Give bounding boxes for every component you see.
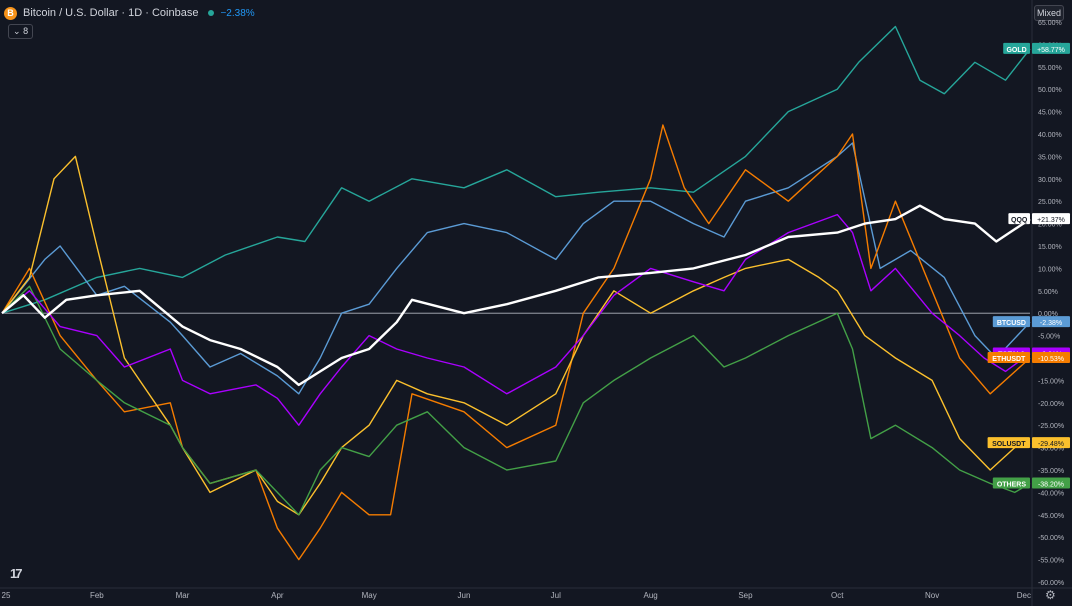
end-label-others: OTHERS -38.20% xyxy=(992,477,1070,489)
y-tick-label: 40.00% xyxy=(1038,132,1062,139)
series-name-label: ETHUSDT xyxy=(992,356,1026,363)
market-status-dot xyxy=(208,10,215,16)
symbol-change: −2.38% xyxy=(220,7,255,19)
series-name-tag xyxy=(992,477,1030,489)
series-name-tag xyxy=(992,316,1030,328)
x-tick-label: May xyxy=(362,591,377,600)
y-tick-label: 45.00% xyxy=(1038,110,1062,117)
end-label-gold: GOLD +58.77% xyxy=(1003,42,1070,54)
y-tick-label: -30.00% xyxy=(1038,446,1064,453)
y-tick-label: -50.00% xyxy=(1038,535,1064,542)
y-tick-label: -20.00% xyxy=(1038,401,1064,408)
series-line-solusdt xyxy=(1,155,1031,516)
x-tick-label: Sep xyxy=(738,591,753,600)
series-value-tag xyxy=(1032,477,1070,489)
scale-mode-label: Mixed xyxy=(1036,8,1061,18)
x-tick-label: Mar xyxy=(176,591,190,600)
indicators-count: 8 xyxy=(23,26,29,36)
x-tick-label: Dec xyxy=(1017,591,1031,600)
end-label-qqq: QQQ +21.37% xyxy=(1008,213,1070,225)
series-value-tag xyxy=(1032,213,1070,225)
series-value-tag xyxy=(1032,437,1070,449)
y-tick-label: 5.00% xyxy=(1038,289,1058,296)
series-name-tag xyxy=(1003,42,1030,54)
y-tick-label: -60.00% xyxy=(1038,580,1064,587)
series-name-label: OTHERS xyxy=(997,481,1027,488)
chart-header[interactable]: B Bitcoin / U.S. Dollar · 1D · Coinbase … xyxy=(4,4,255,22)
y-tick-label: 55.00% xyxy=(1038,65,1062,72)
series-value-tag xyxy=(1032,352,1070,363)
scale-mode-button[interactable]: Mixed xyxy=(1034,5,1064,21)
y-tick-label: -25.00% xyxy=(1038,423,1064,430)
y-tick-label: -45.00% xyxy=(1038,513,1064,520)
y-tick-label: 20.00% xyxy=(1038,222,1062,229)
series-name-label: SOLUSDT xyxy=(992,441,1026,448)
series-value-label: -2.38% xyxy=(1040,320,1062,327)
series-name-tag xyxy=(987,437,1030,449)
y-tick-label: -5.00% xyxy=(1038,334,1060,341)
series-value-label: +58.77% xyxy=(1037,47,1065,54)
end-label-btcusd: BTCUSD -2.38% xyxy=(992,316,1070,328)
series-line-qqq xyxy=(1,204,1031,387)
y-tick-label: 10.00% xyxy=(1038,266,1062,273)
y-tick-label: 30.00% xyxy=(1038,177,1062,184)
bitcoin-icon: B xyxy=(4,6,17,20)
symbol-title[interactable]: Bitcoin / U.S. Dollar · 1D · Coinbase xyxy=(23,7,199,19)
x-tick-label: Apr xyxy=(271,591,284,600)
series-value-label: -38.20% xyxy=(1038,481,1064,488)
x-tick-label: Jul xyxy=(551,591,561,600)
end-label-solusdt: SOLUSDT -29.48% xyxy=(987,437,1070,449)
series-line-total3 xyxy=(1,213,1031,426)
x-tick-label: Aug xyxy=(644,591,658,600)
series-line-others xyxy=(1,285,1031,516)
series-name-tag xyxy=(987,352,1030,363)
series-value-tag xyxy=(1032,42,1070,54)
y-tick-label: 25.00% xyxy=(1038,199,1062,206)
gear-icon[interactable]: ⚙ xyxy=(1045,588,1056,602)
series-line-ethusdt xyxy=(1,124,1031,561)
y-tick-label: 50.00% xyxy=(1038,87,1062,94)
series-value-label: +21.37% xyxy=(1037,217,1065,224)
series-name-label: BTCUSD xyxy=(997,320,1026,327)
series-value-tag xyxy=(1032,316,1070,328)
y-tick-label: -15.00% xyxy=(1038,378,1064,385)
tradingview-logo: 17 xyxy=(10,566,23,581)
indicators-toggle[interactable]: ⌄ 8 xyxy=(8,24,34,39)
series-name-label: GOLD xyxy=(1006,47,1026,54)
series-value-label: -10.53% xyxy=(1038,356,1064,363)
y-tick-label: 35.00% xyxy=(1038,154,1062,161)
y-tick-label: 0.00% xyxy=(1038,311,1058,318)
x-tick-label: 25 xyxy=(2,591,11,600)
y-tick-label: 15.00% xyxy=(1038,244,1062,251)
x-tick-label: Feb xyxy=(90,591,104,600)
y-tick-label: 65.00% xyxy=(1038,20,1062,27)
series-name-label: QQQ xyxy=(1011,217,1028,224)
series-line-gold xyxy=(1,25,1031,314)
x-tick-label: Oct xyxy=(831,591,844,600)
y-tick-label: -55.00% xyxy=(1038,558,1064,565)
y-tick-label: -35.00% xyxy=(1038,468,1064,475)
series-line-btcusd xyxy=(1,142,1031,395)
series-value-label: -29.48% xyxy=(1038,441,1064,448)
x-tick-label: Nov xyxy=(925,591,939,600)
end-label-ethusdt: ETHUSDT -10.53% xyxy=(987,352,1070,363)
y-tick-label: -40.00% xyxy=(1038,490,1064,497)
series-name-tag xyxy=(1008,213,1030,225)
chevron-down-icon: ⌄ xyxy=(13,26,21,36)
x-tick-label: Jun xyxy=(458,591,471,600)
